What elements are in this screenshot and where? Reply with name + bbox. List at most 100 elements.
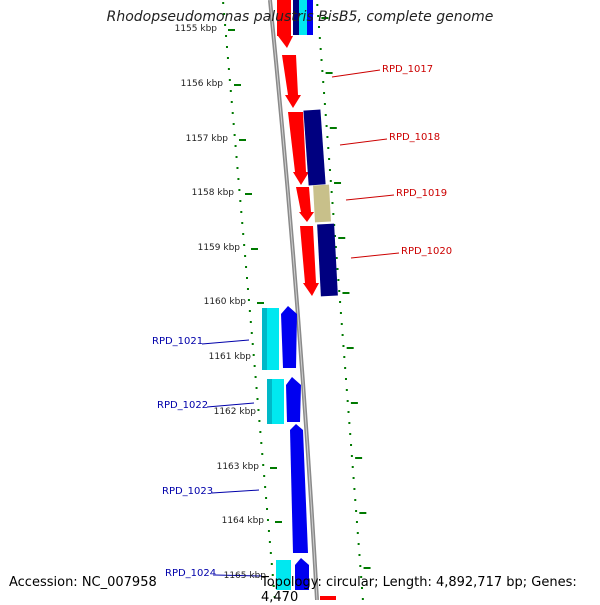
- outer-track-dot: [317, 15, 320, 17]
- gene-label[interactable]: RPD_1019: [396, 188, 448, 199]
- inner-track-dot: [226, 57, 229, 59]
- inner-track-dot: [257, 409, 260, 411]
- outer-track-dot: [358, 554, 361, 556]
- outer-track-dot: [328, 169, 331, 171]
- gene-block[interactable]: [293, 0, 301, 35]
- inner-track-dot: [240, 211, 243, 213]
- inner-track-dot: [265, 497, 268, 499]
- inner-track-dot: [261, 453, 264, 455]
- outer-track-dot: [339, 301, 342, 303]
- outer-track-dot: [328, 158, 331, 160]
- gene-label[interactable]: RPD_1021: [152, 336, 204, 347]
- tick-label: 1164 kbp: [221, 516, 264, 526]
- genome-summary: Topology: circular; Length: 4,892,717 bp…: [261, 575, 577, 605]
- outer-track-dot: [361, 587, 364, 589]
- gene-block[interactable]: [299, 0, 307, 35]
- outer-track-dot: [349, 433, 352, 435]
- gene-rpd-1024-b[interactable]: [295, 558, 309, 590]
- outer-track-dot: [337, 279, 340, 281]
- tick-label: 1160 kbp: [203, 297, 246, 307]
- gene-rpd-1019-a[interactable]: [296, 187, 314, 222]
- leader-line: [345, 194, 395, 201]
- inner-track-dot: [251, 343, 254, 345]
- inner-track-dot: [223, 13, 226, 15]
- inner-track-dot: [268, 541, 271, 543]
- gene-label[interactable]: RPD_1017: [382, 64, 434, 75]
- outer-track-dot: [355, 521, 358, 523]
- gene-rpd-1017[interactable]: [282, 55, 301, 108]
- outer-track-dot: [339, 312, 342, 314]
- gene-rpd-1021-b[interactable]: [281, 306, 297, 368]
- inner-track-dot: [231, 112, 234, 114]
- outer-track-dot: [353, 488, 356, 490]
- gene-rpd-1024-a[interactable]: [276, 560, 291, 590]
- outer-track-dot: [344, 378, 347, 380]
- inner-track-dot: [230, 101, 233, 103]
- inner-track-dot: [245, 266, 248, 268]
- outer-track-dot: [345, 389, 348, 391]
- outer-track-dot: [341, 334, 344, 336]
- gene-block[interactable]: [277, 0, 291, 36]
- gene-label[interactable]: RPD_1024: [165, 568, 217, 579]
- inner-track-dot: [225, 46, 228, 48]
- gene-label[interactable]: RPD_1023: [162, 486, 214, 497]
- outer-track-dot: [318, 37, 321, 39]
- gene-blocks: [262, 0, 338, 600]
- inner-track-dot: [266, 508, 269, 510]
- outer-tick-track: [316, 4, 371, 600]
- leader-line: [206, 402, 255, 408]
- inner-track-dot: [232, 123, 235, 125]
- inner-track-tick: [251, 248, 258, 250]
- outer-track-dot: [344, 367, 347, 369]
- outer-track-tick: [342, 292, 350, 294]
- outer-track-dot: [316, 4, 319, 6]
- leader-line: [350, 252, 400, 259]
- inner-track-dot: [260, 442, 263, 444]
- outer-track-dot: [335, 257, 338, 259]
- inner-track-dot: [242, 233, 245, 235]
- gene-label[interactable]: RPD_1022: [157, 400, 209, 411]
- outer-track-dot: [325, 125, 328, 127]
- outer-track-tick: [325, 72, 333, 74]
- inner-track-tick: [275, 521, 282, 523]
- gene-label[interactable]: RPD_1018: [389, 132, 441, 143]
- outer-track-dot: [342, 345, 345, 347]
- inner-track-dot: [229, 90, 232, 92]
- accession-text: Accession: NC_007958: [9, 575, 157, 590]
- outer-track-dot: [354, 499, 357, 501]
- outer-track-dot: [356, 532, 359, 534]
- inner-track-dot: [264, 486, 267, 488]
- inner-track-dot: [243, 244, 246, 246]
- inner-track-dot: [252, 354, 255, 356]
- inner-track-tick: [245, 193, 252, 195]
- outer-track-tick: [346, 347, 354, 349]
- inner-track-dot: [239, 200, 242, 202]
- inner-track-dot: [246, 277, 249, 279]
- outer-track-dot: [334, 235, 337, 237]
- outer-track-dot: [359, 565, 362, 567]
- tick-label: 1161 kbp: [208, 352, 251, 362]
- outer-track-dot: [355, 510, 358, 512]
- gene-rpd-1023[interactable]: [290, 424, 308, 553]
- gene-rpd-1022-b[interactable]: [286, 377, 301, 422]
- inner-track-dot: [244, 255, 247, 257]
- gene-block[interactable]: [278, 36, 293, 48]
- page-title: Rhodopseudomonas palustris BisB5, comple…: [106, 9, 494, 25]
- outer-track-dot: [352, 477, 355, 479]
- gene-rpd-1020-a[interactable]: [300, 226, 319, 296]
- gene-rpd-1019-b[interactable]: [313, 184, 331, 223]
- inner-track-dot: [227, 68, 230, 70]
- gene-rpd-1020-b[interactable]: [317, 223, 338, 297]
- gene-rpd-1018-a[interactable]: [288, 112, 309, 185]
- outer-track-dot: [350, 444, 353, 446]
- gene-rpd-1018-b[interactable]: [303, 109, 326, 186]
- outer-track-dot: [320, 59, 323, 61]
- inner-track-tick: [239, 139, 246, 141]
- gene-block[interactable]: [320, 596, 336, 600]
- inner-track-dot: [273, 596, 276, 598]
- outer-track-dot: [324, 114, 327, 116]
- inner-track-dot: [270, 563, 273, 565]
- gene-label[interactable]: RPD_1020: [401, 246, 453, 257]
- inner-track-dot: [235, 156, 238, 158]
- gene-block[interactable]: [307, 0, 313, 35]
